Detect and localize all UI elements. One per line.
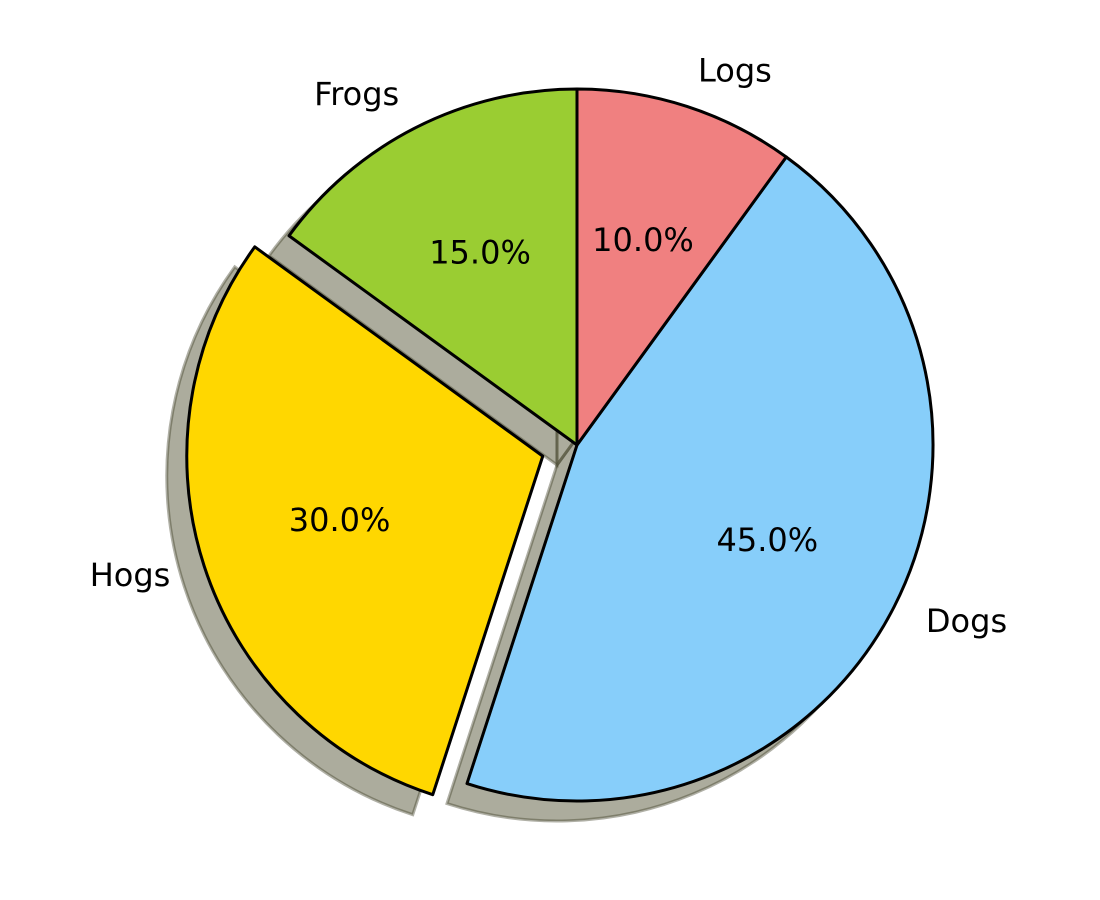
slice-label-dogs: Dogs: [926, 602, 1007, 640]
slice-label-logs: Logs: [698, 52, 772, 90]
slice-label-frogs: Frogs: [314, 75, 399, 113]
slice-percent-hogs: 30.0%: [289, 501, 391, 539]
slice-percent-frogs: 15.0%: [429, 234, 531, 272]
pie-slices: [185, 87, 935, 803]
pie-labels: Frogs 15.0% Hogs 30.0% Dogs 45.0% Logs 10.0%: [90, 52, 1007, 640]
pie-slice-logs: [575, 87, 788, 447]
pie-slice-frogs: [287, 87, 579, 447]
pie-slice-dogs: [465, 155, 935, 803]
slice-percent-dogs: 45.0%: [716, 521, 818, 559]
pie-slice-hogs: [185, 245, 545, 797]
slice-percent-logs: 10.0%: [592, 221, 694, 259]
slice-label-hogs: Hogs: [90, 556, 171, 594]
